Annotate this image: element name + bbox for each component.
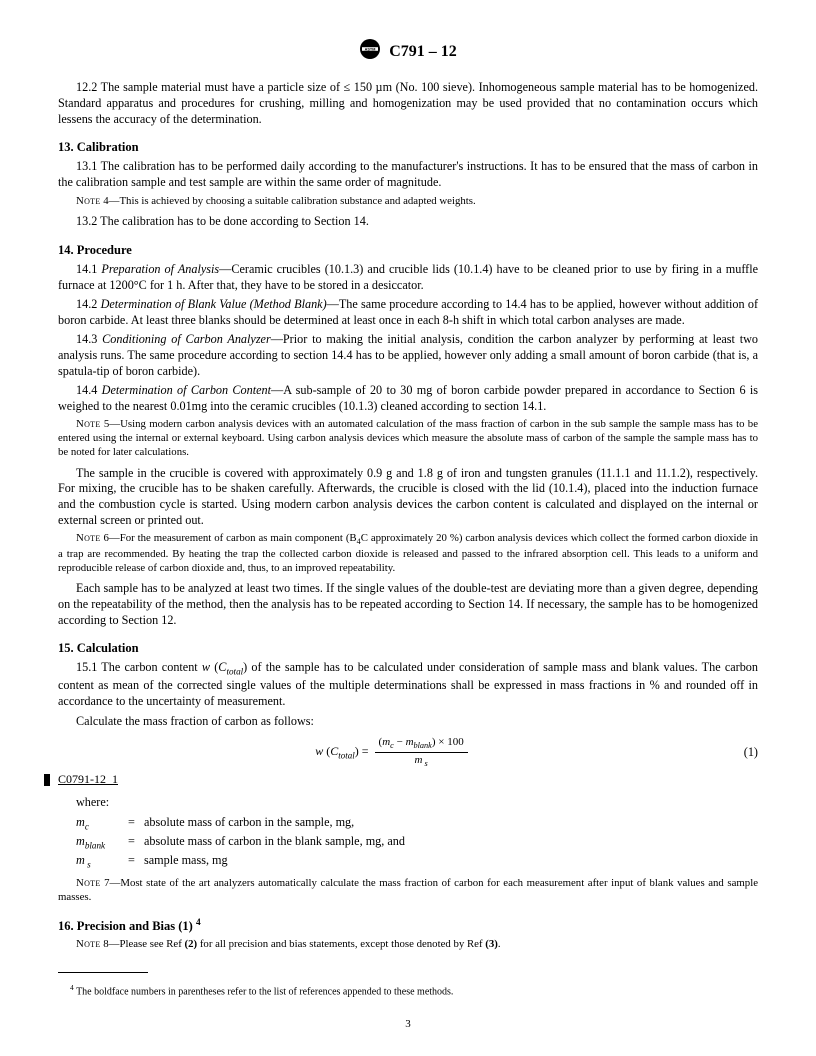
section-13-title: 13. Calibration: [58, 139, 758, 155]
para-12-2: 12.2 The sample material must have a par…: [58, 80, 758, 127]
page-number: 3: [0, 1018, 816, 1030]
note-label: Note: [76, 938, 101, 950]
para-13-2: 13.2 The calibration has to be done acco…: [58, 214, 758, 230]
where-row: mblank=absolute mass of carbon in the bl…: [76, 834, 758, 852]
para-14-3: 14.3 Conditioning of Carbon Analyzer—Pri…: [58, 332, 758, 379]
where-label: where:: [58, 795, 758, 811]
equation-body: w (Ctotal) = (mc − mblank) × 100 m s: [58, 735, 728, 769]
para-13-1: 13.1 The calibration has to be performed…: [58, 159, 758, 190]
para-14-cont1: The sample in the crucible is covered wi…: [58, 466, 758, 528]
designation: C791 – 12: [389, 43, 457, 60]
note-4: Note 4—This is achieved by choosing a su…: [58, 195, 758, 209]
ref-tag: C0791-12_1: [58, 772, 758, 787]
para-14-4: 14.4 Determination of Carbon Content—A s…: [58, 383, 758, 414]
para-15-calc: Calculate the mass fraction of carbon as…: [58, 714, 758, 730]
change-bar-icon: [44, 774, 50, 786]
astm-logo-icon: ASTM: [359, 38, 381, 66]
note-5: Note 5—Using modern carbon analysis devi…: [58, 418, 758, 459]
para-15-1: 15.1 The carbon content w (Ctotal) of th…: [58, 660, 758, 709]
page-body: ASTM C791 – 12 12.2 The sample material …: [0, 0, 816, 1049]
where-list: mc=absolute mass of carbon in the sample…: [76, 815, 758, 871]
footnote-4: 4 The boldface numbers in parentheses re…: [58, 983, 758, 999]
where-row: mc=absolute mass of carbon in the sample…: [76, 815, 758, 833]
note-label: Note: [76, 195, 101, 207]
note-label: Note: [76, 877, 101, 889]
section-14-title: 14. Procedure: [58, 242, 758, 258]
svg-text:ASTM: ASTM: [365, 47, 376, 51]
para-14-2: 14.2 Determination of Blank Value (Metho…: [58, 297, 758, 328]
note-7: Note 7—Most state of the art analyzers a…: [58, 877, 758, 905]
note-label: Note: [76, 532, 101, 544]
where-row: m s=sample mass, mg: [76, 853, 758, 871]
note-6: Note 6—For the measurement of carbon as …: [58, 532, 758, 575]
note-8: Note 8—Please see Ref (2) for all precis…: [58, 938, 758, 952]
doc-header: ASTM C791 – 12: [58, 38, 758, 66]
footnote-rule: [58, 972, 148, 973]
para-14-cont2: Each sample has to be analyzed at least …: [58, 581, 758, 628]
para-14-1: 14.1 Preparation of Analysis—Ceramic cru…: [58, 262, 758, 293]
section-16-title: 16. Precision and Bias (1) 4: [58, 917, 758, 934]
equation-number: (1): [728, 745, 758, 761]
section-15-title: 15. Calculation: [58, 640, 758, 656]
note-label: Note: [76, 418, 101, 430]
equation-1: w (Ctotal) = (mc − mblank) × 100 m s (1): [58, 735, 758, 769]
